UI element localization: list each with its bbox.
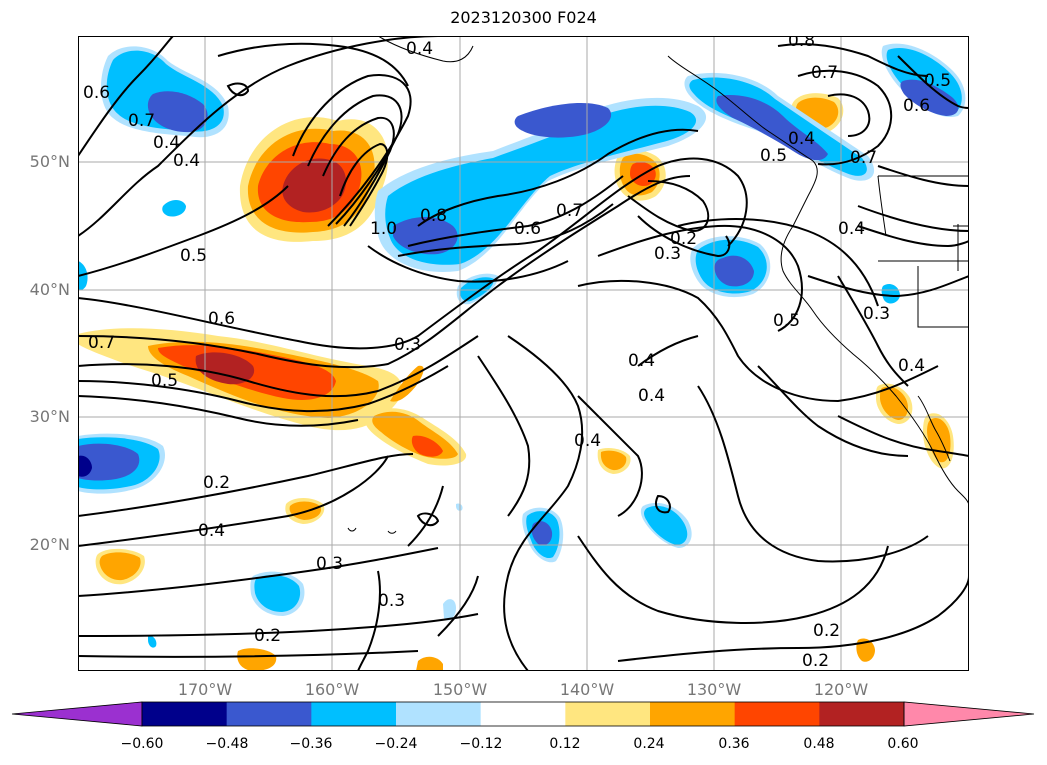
contour-label: 0.4 (838, 219, 865, 239)
lat-label-30n: 30°N (29, 407, 70, 426)
contour-label: 0.3 (654, 244, 681, 264)
contour-label: 0.3 (394, 335, 421, 355)
graticule (78, 36, 969, 671)
colorbar-tick: −0.60 (120, 736, 164, 752)
lon-label-140w: 140°W (559, 680, 615, 699)
contour-label: 0.5 (151, 371, 178, 391)
map-panel: 0.4 0.6 0.4 0.5 0.6 0.7 0.5 0.4 0.2 0.4 … (78, 36, 969, 671)
contour-label: 0.2 (254, 626, 281, 646)
contour-label: 0.4 (574, 431, 601, 451)
colorbar-border (141, 701, 905, 727)
contour-label: 0.6 (208, 309, 235, 329)
contour-label: 0.3 (378, 591, 405, 611)
contour-label: 0.2 (802, 651, 829, 671)
lat-label-40n: 40°N (29, 280, 70, 299)
contour-label: 0.3 (863, 304, 890, 324)
colorbar-extend-low (11, 701, 143, 727)
colorbar-extend-high (903, 701, 1035, 727)
contour-label: 0.4 (406, 39, 433, 59)
contour-label: 0.4 (173, 151, 200, 171)
contour-label: 0.6 (903, 96, 930, 116)
colorbar-cell (226, 702, 312, 726)
lat-label-20n: 20°N (29, 535, 70, 554)
contour-label: 0.8 (788, 36, 815, 51)
contour-label: 0.4 (638, 386, 665, 406)
colorbar-cell (311, 702, 397, 726)
colorbar-tick: −0.24 (374, 736, 418, 752)
contour-label: 0.2 (813, 621, 840, 641)
colorbar-tick: 0.48 (803, 736, 835, 752)
contour-label: 0.7 (850, 148, 877, 168)
colorbar-tick: 0.36 (718, 736, 750, 752)
contour-label: 0.5 (760, 146, 787, 166)
lon-label-150w: 150°W (432, 680, 488, 699)
contour-label: 0.7 (88, 333, 115, 353)
contour-label: 1.0 (370, 219, 397, 239)
contour-label: 0.7 (128, 111, 155, 131)
colorbar-tick: −0.12 (459, 736, 503, 752)
contour-label: 0.4 (153, 133, 180, 153)
contour-label: 0.2 (203, 473, 230, 493)
contour-label: 0.3 (316, 554, 343, 574)
colorbar-cell (819, 702, 905, 726)
colorbar-cell (396, 702, 482, 726)
colorbar-tick: 0.24 (633, 736, 665, 752)
lon-label-170w: 170°W (177, 680, 233, 699)
colorbar (11, 701, 1035, 727)
contour-label: 0.8 (420, 206, 447, 226)
negative-shading (78, 43, 966, 648)
lat-label-50n: 50°N (29, 152, 70, 171)
contour-label: 0.5 (180, 246, 207, 266)
colorbar-tick: −0.48 (205, 736, 249, 752)
contour-labels: 0.4 0.6 0.4 0.5 0.6 0.7 0.5 0.4 0.2 0.4 … (83, 36, 951, 671)
contour-label: 0.6 (514, 219, 541, 239)
colorbar-cell (565, 702, 651, 726)
contour-label: 0.4 (788, 129, 815, 149)
lon-label-130w: 130°W (686, 680, 742, 699)
contour-label: 0.5 (773, 311, 800, 331)
colorbar-cell (650, 702, 736, 726)
contour-label: 0.7 (556, 201, 583, 221)
contour-lines (78, 36, 969, 671)
lon-label-120w: 120°W (813, 680, 869, 699)
contour-label: 0.2 (670, 229, 697, 249)
colorbar-tick: −0.36 (289, 736, 333, 752)
contour-label: 0.4 (898, 356, 925, 376)
colorbar-tick: 0.12 (549, 736, 581, 752)
colorbar-cell (734, 702, 820, 726)
map-border (78, 36, 969, 671)
contour-label: 0.4 (198, 521, 225, 541)
colorbar-cell (142, 702, 228, 726)
contour-label: 0.7 (811, 63, 838, 83)
coastlines (347, 36, 969, 534)
colorbar-cell (480, 702, 566, 726)
contour-label: 0.6 (83, 83, 110, 103)
lon-label-160w: 160°W (304, 680, 360, 699)
map-title: 2023120300 F024 (450, 8, 597, 27)
positive-shading (78, 93, 954, 671)
colorbar-tick: 0.60 (887, 736, 919, 752)
contour-label: 0.5 (924, 71, 951, 91)
contour-label: 0.4 (628, 351, 655, 371)
